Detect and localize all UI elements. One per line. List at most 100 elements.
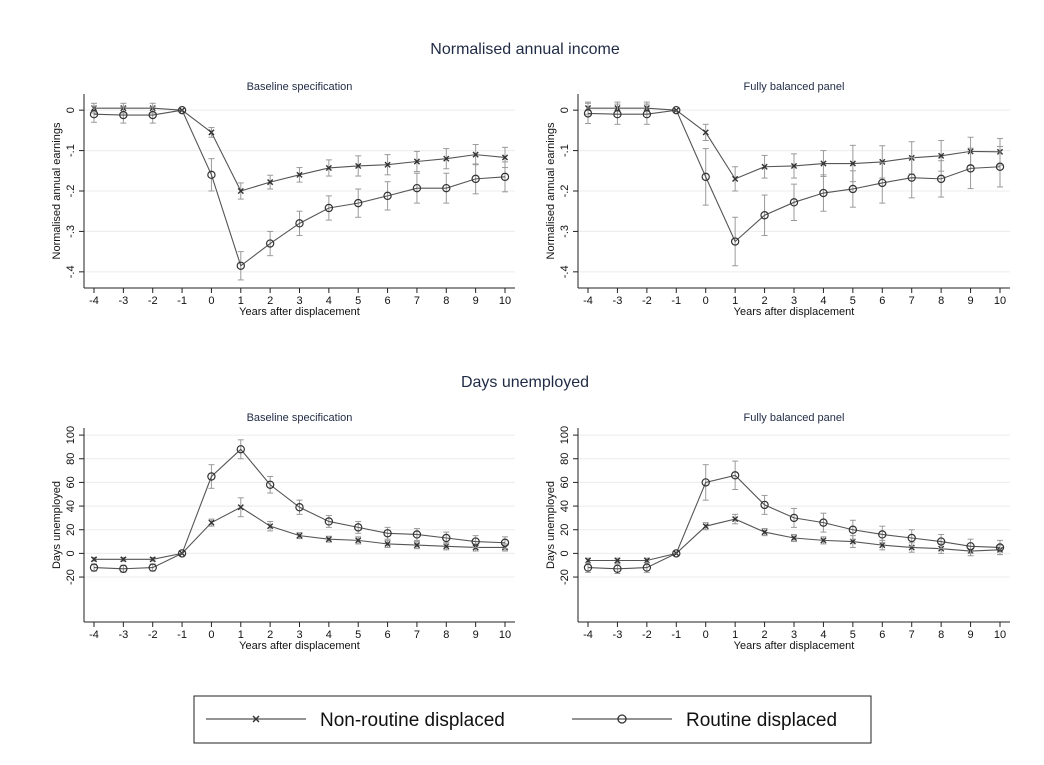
- y-tick-label: 40: [65, 500, 77, 512]
- series-non-routine: [584, 513, 1004, 564]
- x-tick-label: 10: [499, 295, 511, 307]
- x-tick-label: 3: [296, 295, 302, 307]
- point-marker: [995, 543, 1005, 552]
- point-marker: [790, 534, 798, 542]
- point-marker-stroke-b: [702, 523, 709, 530]
- y-tick-label: 0: [559, 107, 571, 113]
- point-marker: [730, 471, 740, 480]
- series-routine: [89, 439, 510, 573]
- point-marker-stroke-b: [849, 160, 856, 167]
- panel-title: Fully balanced panel: [744, 412, 845, 424]
- point-marker-stroke-b: [879, 158, 886, 165]
- point-marker: [149, 556, 156, 563]
- x-tick-label: 1: [732, 629, 738, 641]
- point-marker: [177, 105, 187, 115]
- point-marker-stroke-b: [384, 161, 391, 168]
- point-marker: [760, 500, 769, 510]
- point-marker: [761, 163, 768, 170]
- legend-item-non-routine: Non-routine displaced: [206, 710, 505, 731]
- point-marker-stroke-b: [732, 175, 739, 182]
- x-tick-label: 7: [909, 629, 915, 641]
- y-tick-label: 20: [65, 524, 77, 536]
- point-marker: [355, 162, 362, 170]
- x-tick-label: -1: [671, 295, 681, 307]
- point-marker-stroke-b: [267, 523, 274, 530]
- point-marker: [789, 513, 799, 523]
- point-marker-stroke-b: [761, 529, 768, 536]
- x-tick-label: 8: [938, 295, 944, 307]
- x-tick-label: -3: [118, 629, 128, 641]
- point-marker: [267, 179, 274, 186]
- y-tick-label: 80: [65, 453, 77, 465]
- point-marker: [208, 129, 215, 136]
- point-marker: [443, 543, 450, 550]
- point-marker: [701, 478, 710, 487]
- point-marker: [907, 533, 916, 543]
- point-marker-stroke-b: [208, 519, 215, 526]
- point-marker: [849, 160, 856, 167]
- point-marker: [584, 557, 592, 564]
- x-tick-label: 7: [909, 295, 915, 307]
- y-axis-label: Normalised annual earnings: [545, 122, 557, 259]
- point-marker-stroke-b: [120, 556, 127, 563]
- legend-label-routine: Routine displaced: [686, 710, 837, 731]
- x-axis-label: Years after displacement: [734, 640, 855, 652]
- point-marker-stroke-b: [355, 537, 362, 544]
- y-tick-label: -.1: [559, 144, 571, 157]
- point-marker-stroke-b: [938, 152, 945, 159]
- point-marker-stroke-b: [849, 538, 856, 545]
- x-tick-label: 9: [473, 295, 479, 307]
- x-tick-label: 10: [994, 295, 1006, 307]
- point-marker: [207, 472, 216, 481]
- x-tick-label: -1: [671, 629, 681, 641]
- point-marker: [89, 563, 99, 572]
- point-marker: [966, 164, 975, 173]
- series-line: [587, 109, 1001, 243]
- point-marker: [642, 563, 652, 572]
- x-tick-label: 4: [820, 629, 826, 641]
- point-marker: [296, 171, 303, 178]
- y-axis-label: Normalised annual earnings: [51, 122, 63, 259]
- panel-days-baseline: Baseline specification100806040200-20-4-…: [51, 412, 515, 652]
- point-marker: [878, 178, 887, 188]
- point-marker: [732, 175, 739, 182]
- point-marker-stroke-b: [325, 164, 332, 172]
- point-marker-stroke-b: [761, 163, 768, 170]
- point-marker: [236, 261, 245, 270]
- point-marker: [295, 219, 304, 228]
- panel-title: Baseline specification: [247, 412, 353, 424]
- point-marker: [296, 532, 303, 539]
- point-marker: [384, 161, 391, 168]
- point-marker-stroke-b: [820, 160, 827, 167]
- point-marker: [90, 556, 98, 563]
- point-marker: [820, 537, 827, 544]
- x-tick-label: 7: [414, 295, 420, 307]
- series-line: [93, 109, 506, 267]
- x-tick-label: 5: [850, 295, 856, 307]
- x-tick-label: 3: [296, 629, 302, 641]
- point-marker: [501, 154, 509, 161]
- point-marker: [412, 530, 422, 539]
- point-marker: [295, 503, 304, 512]
- point-marker: [267, 523, 274, 530]
- x-tick-label: 5: [850, 629, 856, 641]
- point-marker: [383, 529, 392, 538]
- x-tick-label: -4: [583, 295, 593, 307]
- x-tick-label: 8: [443, 629, 449, 641]
- y-tick-label: 0: [65, 107, 77, 113]
- y-tick-label: 0: [65, 550, 77, 556]
- y-tick-label: -.2: [559, 185, 571, 198]
- point-marker: [702, 523, 709, 530]
- point-marker-stroke-b: [790, 534, 798, 542]
- point-marker: [89, 110, 99, 119]
- point-marker: [471, 174, 480, 184]
- panels: Baseline specification 0 -.1 -.2 -.3 -.4 -4 -3 -…: [51, 81, 1010, 652]
- point-marker: [614, 557, 621, 564]
- x-tick-label: 9: [968, 629, 974, 641]
- point-marker: [413, 542, 421, 549]
- x-tick-label: 0: [208, 295, 214, 307]
- x-tick-label: 2: [762, 295, 768, 307]
- point-marker: [148, 110, 157, 120]
